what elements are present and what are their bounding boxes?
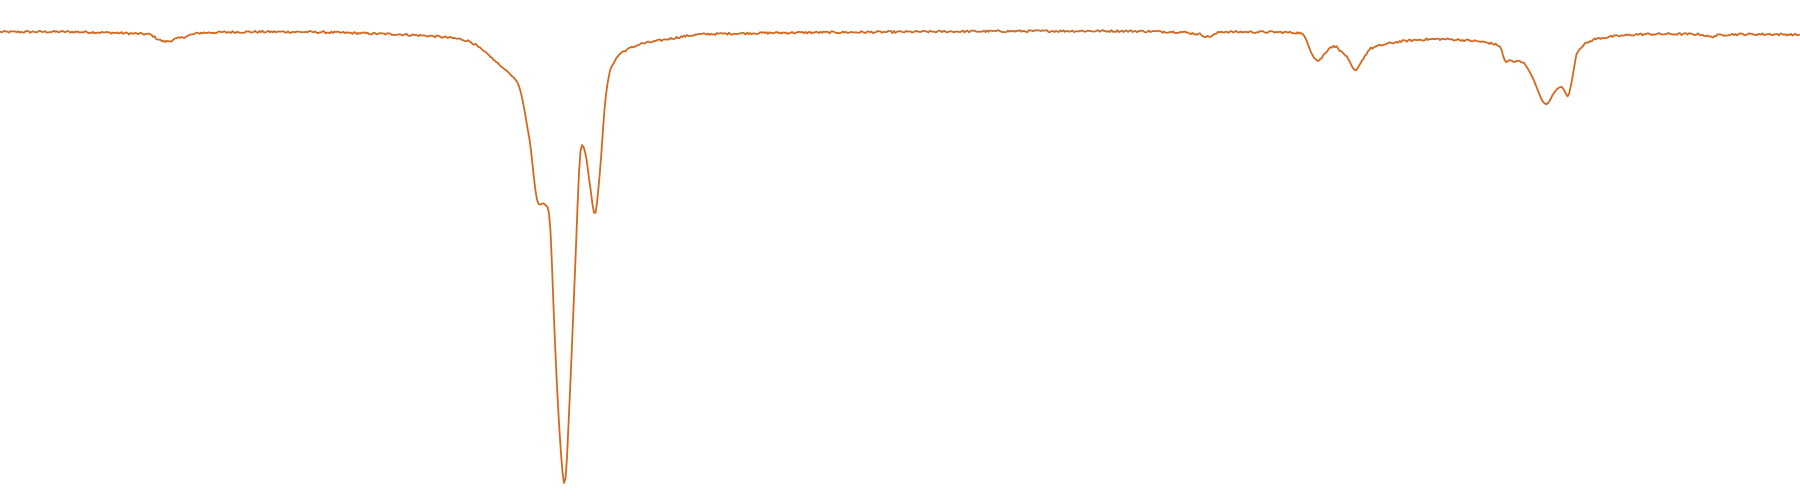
plot-area [0, 29, 1800, 484]
series-line-0 [0, 29, 1800, 484]
